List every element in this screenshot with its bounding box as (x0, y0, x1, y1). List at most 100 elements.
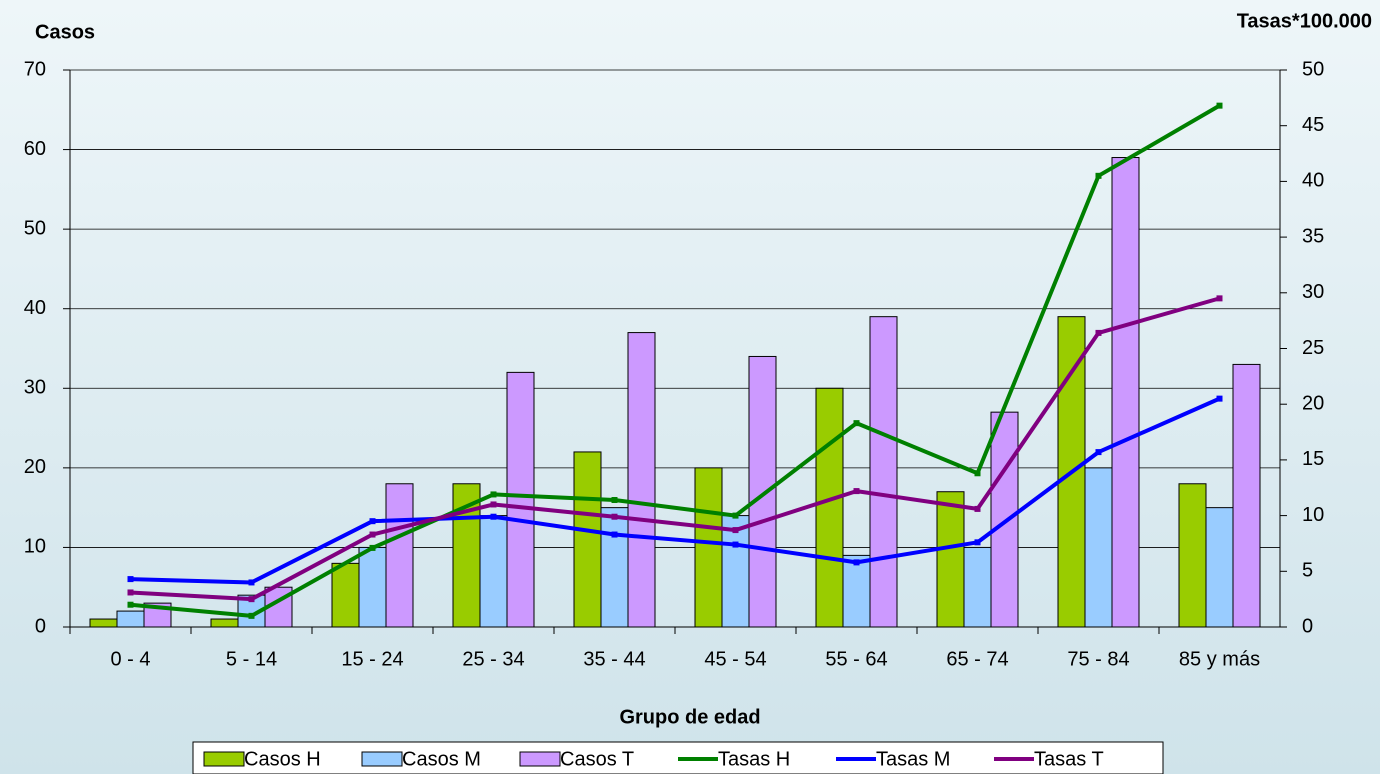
bar (89, 618, 118, 628)
x-tick-label: 35 - 44 (583, 648, 645, 670)
y2-axis-title: Tasas*100.000 (1237, 10, 1372, 32)
y2-tick-label: 25 (1302, 337, 1324, 359)
x-tick-label: 45 - 54 (704, 648, 766, 670)
bar (600, 507, 629, 628)
line-marker (127, 589, 134, 596)
x-tick-label: 25 - 34 (462, 648, 524, 670)
bar (331, 562, 360, 628)
line-marker (248, 579, 255, 586)
y2-tick-label: 10 (1302, 504, 1324, 526)
bar (116, 610, 145, 628)
y2-tick-label: 0 (1302, 615, 1313, 637)
line-marker (490, 491, 497, 498)
y-tick-label: 0 (35, 615, 46, 637)
x-tick-label: 5 - 14 (226, 648, 277, 670)
line-marker (732, 541, 739, 548)
line-marker (127, 601, 134, 608)
bar (1111, 157, 1140, 628)
line-marker (974, 470, 981, 477)
bar (358, 546, 387, 628)
y-tick-label: 20 (24, 456, 46, 478)
line (130, 103, 1221, 618)
line-marker (490, 513, 497, 520)
line-marker (248, 596, 255, 603)
line-marker (611, 513, 618, 520)
line-marker (127, 576, 134, 583)
bar (748, 355, 777, 628)
line-marker (611, 531, 618, 538)
bar (869, 316, 898, 628)
y-tick-label: 60 (24, 138, 46, 160)
line-marker (369, 544, 376, 551)
bar (1232, 363, 1261, 628)
legend-swatch (361, 751, 403, 767)
line-marker (1216, 295, 1223, 302)
y2-tick-label: 20 (1302, 392, 1324, 414)
x-tick-label: 55 - 64 (825, 648, 887, 670)
line (130, 396, 1221, 585)
line-marker (974, 505, 981, 512)
line (130, 296, 1221, 602)
x-tick-label: 15 - 24 (341, 648, 403, 670)
line-marker (732, 512, 739, 519)
legend-swatch (203, 751, 245, 767)
y-tick-label: 50 (24, 217, 46, 239)
bar (627, 332, 656, 628)
legend-label: Casos T (560, 748, 634, 770)
legend-label: Tasas T (1034, 748, 1104, 770)
line-marker (853, 488, 860, 495)
line-marker (369, 518, 376, 525)
x-tick-label: 0 - 4 (110, 648, 150, 670)
legend-label: Casos H (244, 748, 321, 770)
line-marker (1216, 102, 1223, 109)
bar (694, 467, 723, 628)
y2-tick-label: 35 (1302, 225, 1324, 247)
y-tick-label: 10 (24, 536, 46, 558)
line-marker (1095, 172, 1102, 179)
bar (506, 371, 535, 628)
y2-tick-label: 30 (1302, 281, 1324, 303)
y-tick-label: 70 (24, 58, 46, 80)
legend-label: Tasas H (718, 748, 790, 770)
line-marker (853, 559, 860, 566)
line-marker (611, 497, 618, 504)
line-marker (248, 612, 255, 619)
bar (1084, 467, 1113, 628)
bar (842, 554, 871, 628)
y2-tick-label: 5 (1302, 560, 1313, 582)
line-marker (1216, 395, 1223, 402)
line-marker (369, 531, 376, 538)
legend-swatch (519, 751, 561, 767)
bar (479, 515, 508, 628)
bar (721, 515, 750, 628)
y2-tick-label: 50 (1302, 58, 1324, 80)
y-tick-label: 30 (24, 377, 46, 399)
bar (210, 618, 239, 628)
line-marker (1095, 449, 1102, 456)
legend-label: Tasas M (876, 748, 950, 770)
bar (1205, 507, 1234, 628)
bar (963, 546, 992, 628)
bar (990, 411, 1019, 628)
bar (1178, 483, 1207, 628)
y2-tick-label: 15 (1302, 448, 1324, 470)
x-axis-title: Grupo de edad (619, 706, 760, 728)
x-tick-label: 75 - 84 (1067, 648, 1129, 670)
y2-tick-label: 45 (1302, 114, 1324, 136)
x-tick-label: 85 y más (1179, 648, 1260, 670)
bar (936, 491, 965, 628)
line-marker (1095, 329, 1102, 336)
bar (385, 483, 414, 628)
line-marker (490, 501, 497, 508)
y-axis-title: Casos (35, 21, 95, 43)
y2-tick-label: 40 (1302, 170, 1324, 192)
line-marker (853, 420, 860, 427)
y-tick-label: 40 (24, 297, 46, 319)
bar (815, 387, 844, 628)
line-marker (732, 527, 739, 534)
x-tick-label: 65 - 74 (946, 648, 1008, 670)
legend-label: Casos M (402, 748, 481, 770)
line-marker (974, 539, 981, 546)
bar (573, 451, 602, 628)
